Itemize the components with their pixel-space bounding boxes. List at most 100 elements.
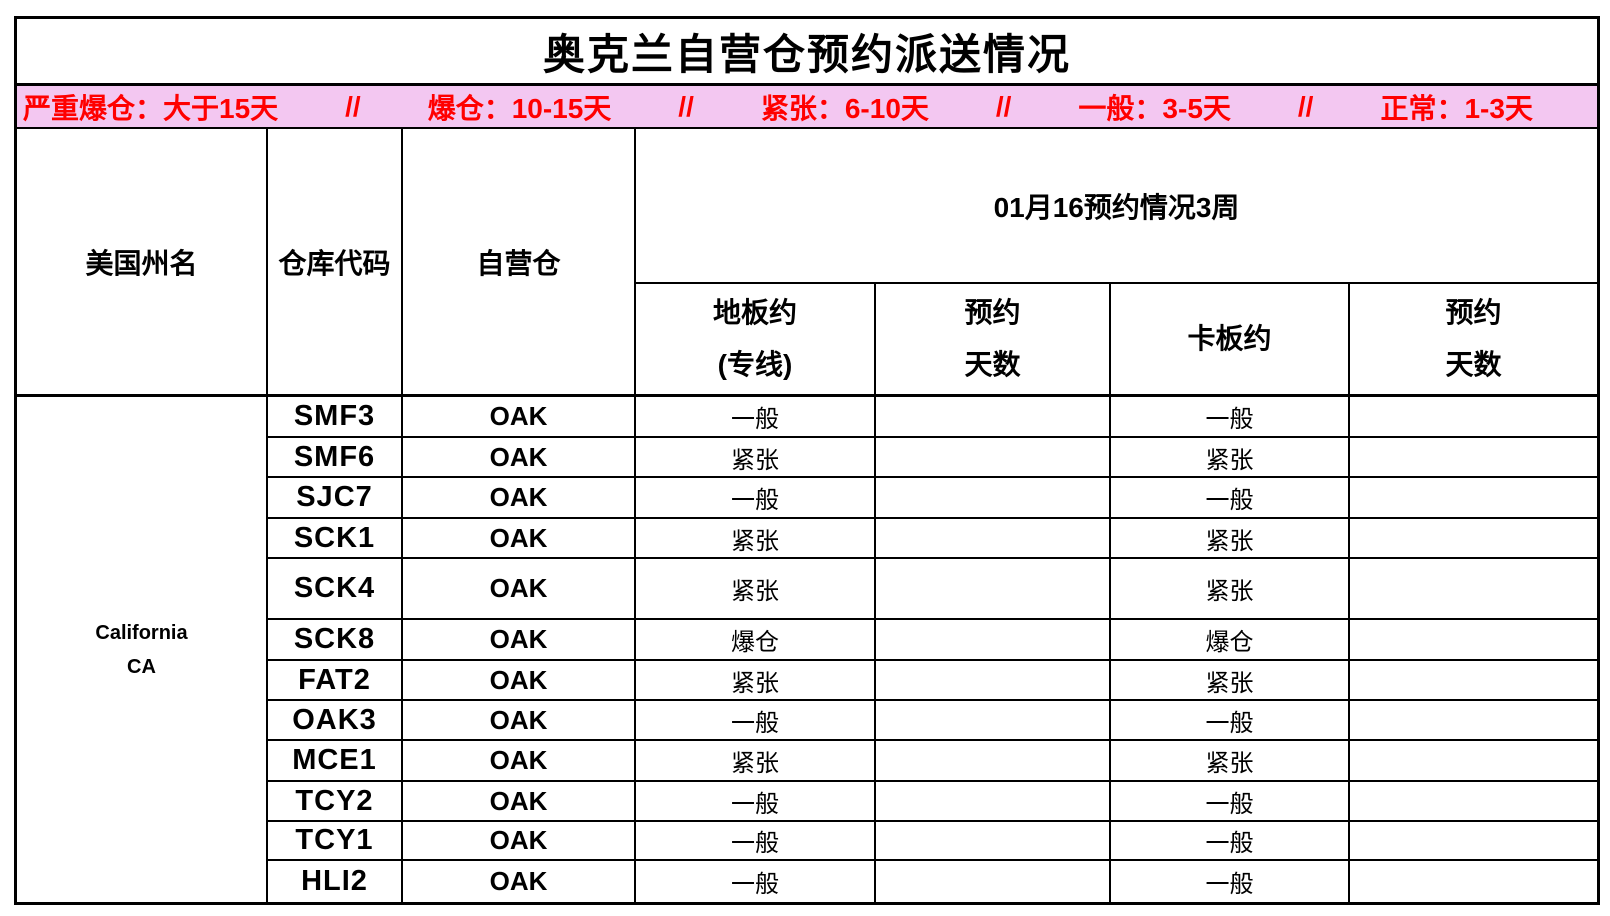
self-warehouse-cell: OAK <box>403 620 636 661</box>
floor-days-cell <box>876 478 1111 519</box>
floor-status-cell: 一般 <box>636 478 876 519</box>
warehouse-code-cell: SJC7 <box>268 478 403 519</box>
self-warehouse-cell: OAK <box>403 822 636 861</box>
pallet-status-cell: 一般 <box>1111 397 1350 438</box>
pallet-days-cell <box>1350 478 1597 519</box>
pallet-status-cell: 爆仓 <box>1111 620 1350 661</box>
self-warehouse-cell: OAK <box>403 782 636 822</box>
pallet-days-cell <box>1350 822 1597 861</box>
floor-days-cell <box>876 661 1111 701</box>
subheader-pallet-label: 卡板约 <box>1187 323 1272 354</box>
warehouse-code-cell: TCY2 <box>268 782 403 822</box>
legend-item-tight: 紧张：6-10天 <box>760 92 929 124</box>
pallet-status-cell: 紧张 <box>1111 519 1350 559</box>
floor-days-cell <box>876 620 1111 661</box>
pallet-days-cell <box>1350 782 1597 822</box>
warehouse-code-cell: SCK1 <box>268 519 403 559</box>
pallet-days-cell <box>1350 438 1597 478</box>
legend-item-severe: 严重爆仓：大于15天 <box>23 92 279 124</box>
appointment-table: 奥克兰自营仓预约派送情况 严重爆仓：大于15天 // 爆仓：10-15天 // … <box>14 16 1600 905</box>
floor-days-cell <box>876 519 1111 559</box>
floor-status-cell: 紧张 <box>636 519 876 559</box>
self-warehouse-cell: OAK <box>403 861 636 902</box>
floor-days-cell <box>876 438 1111 478</box>
warehouse-code-cell: OAK3 <box>268 701 403 741</box>
pallet-status-cell: 一般 <box>1111 861 1350 902</box>
table-title: 奥克兰自营仓预约派送情况 <box>17 19 1597 86</box>
pallet-status-cell: 紧张 <box>1111 559 1350 620</box>
pallet-status-cell: 紧张 <box>1111 438 1350 478</box>
warehouse-code-cell: TCY1 <box>268 822 403 861</box>
legend-background <box>17 86 1597 127</box>
warehouse-code-cell: SCK8 <box>268 620 403 661</box>
floor-days-cell <box>876 782 1111 822</box>
self-warehouse-cell: OAK <box>403 438 636 478</box>
pallet-days-cell <box>1350 397 1597 438</box>
self-warehouse-cell: OAK <box>403 701 636 741</box>
floor-status-cell: 一般 <box>636 782 876 822</box>
state-abbr: CA <box>127 655 156 678</box>
legend-item-burst: 爆仓：10-15天 <box>427 92 612 124</box>
pallet-status-cell: 一般 <box>1111 478 1350 519</box>
state-name: California <box>95 621 188 644</box>
warehouse-code-cell: MCE1 <box>268 741 403 782</box>
subheader-days-line1: 预约 <box>1445 297 1502 328</box>
floor-days-cell <box>876 741 1111 782</box>
subheader-days-line2: 天数 <box>1445 349 1502 380</box>
warehouse-code-cell: SCK4 <box>268 559 403 620</box>
subheader-days-line2: 天数 <box>964 349 1021 380</box>
legend-items: 严重爆仓：大于15天 // 爆仓：10-15天 // 紧张：6-10天 // 一… <box>17 87 1597 127</box>
header-period: 01月16预约情况3周 <box>636 129 1597 284</box>
self-warehouse-cell: OAK <box>403 519 636 559</box>
warehouse-code-cell: FAT2 <box>268 661 403 701</box>
floor-status-cell: 一般 <box>636 701 876 741</box>
legend-separator: // <box>678 90 694 122</box>
pallet-days-cell <box>1350 861 1597 902</box>
subheader-floor-days: 预约 天数 <box>876 284 1111 397</box>
subheader-floor-line2: (专线) <box>717 349 793 380</box>
warehouse-code-cell: HLI2 <box>268 861 403 902</box>
subheader-days-line1: 预约 <box>964 297 1021 328</box>
pallet-status-cell: 一般 <box>1111 701 1350 741</box>
pallet-days-cell <box>1350 701 1597 741</box>
self-warehouse-cell: OAK <box>403 397 636 438</box>
floor-status-cell: 紧张 <box>636 741 876 782</box>
pallet-days-cell <box>1350 741 1597 782</box>
status-legend: 严重爆仓：大于15天 // 爆仓：10-15天 // 紧张：6-10天 // 一… <box>17 86 1597 129</box>
self-warehouse-cell: OAK <box>403 559 636 620</box>
pallet-days-cell <box>1350 559 1597 620</box>
legend-separator: // <box>345 90 361 122</box>
subheader-pallet: 卡板约 <box>1111 284 1350 397</box>
subheader-floor-line1: 地板约 <box>712 297 797 328</box>
legend-separator: // <box>1297 90 1314 122</box>
subheader-floor: 地板约 (专线) <box>636 284 876 397</box>
pallet-status-cell: 紧张 <box>1111 741 1350 782</box>
legend-item-normal: 一般：3-5天 <box>1078 92 1231 124</box>
floor-days-cell <box>876 861 1111 902</box>
floor-status-cell: 一般 <box>636 397 876 438</box>
legend-separator: // <box>995 90 1012 122</box>
state-cell: California CA <box>17 397 268 902</box>
warehouse-code-cell: SMF3 <box>268 397 403 438</box>
pallet-status-cell: 一般 <box>1111 782 1350 822</box>
header-self-warehouse: 自营仓 <box>403 129 636 397</box>
floor-days-cell <box>876 397 1111 438</box>
floor-days-cell <box>876 559 1111 620</box>
floor-status-cell: 一般 <box>636 822 876 861</box>
subheader-pallet-days: 预约 天数 <box>1350 284 1597 397</box>
pallet-status-cell: 一般 <box>1111 822 1350 861</box>
legend-item-ok: 正常：1-3天 <box>1380 92 1533 124</box>
pallet-days-cell <box>1350 661 1597 701</box>
floor-status-cell: 紧张 <box>636 559 876 620</box>
pallet-days-cell <box>1350 620 1597 661</box>
pallet-days-cell <box>1350 519 1597 559</box>
floor-days-cell <box>876 701 1111 741</box>
header-state: 美国州名 <box>17 129 268 397</box>
warehouse-code-cell: SMF6 <box>268 438 403 478</box>
floor-status-cell: 一般 <box>636 861 876 902</box>
floor-status-cell: 紧张 <box>636 438 876 478</box>
pallet-status-cell: 紧张 <box>1111 661 1350 701</box>
self-warehouse-cell: OAK <box>403 661 636 701</box>
floor-days-cell <box>876 822 1111 861</box>
floor-status-cell: 爆仓 <box>636 620 876 661</box>
